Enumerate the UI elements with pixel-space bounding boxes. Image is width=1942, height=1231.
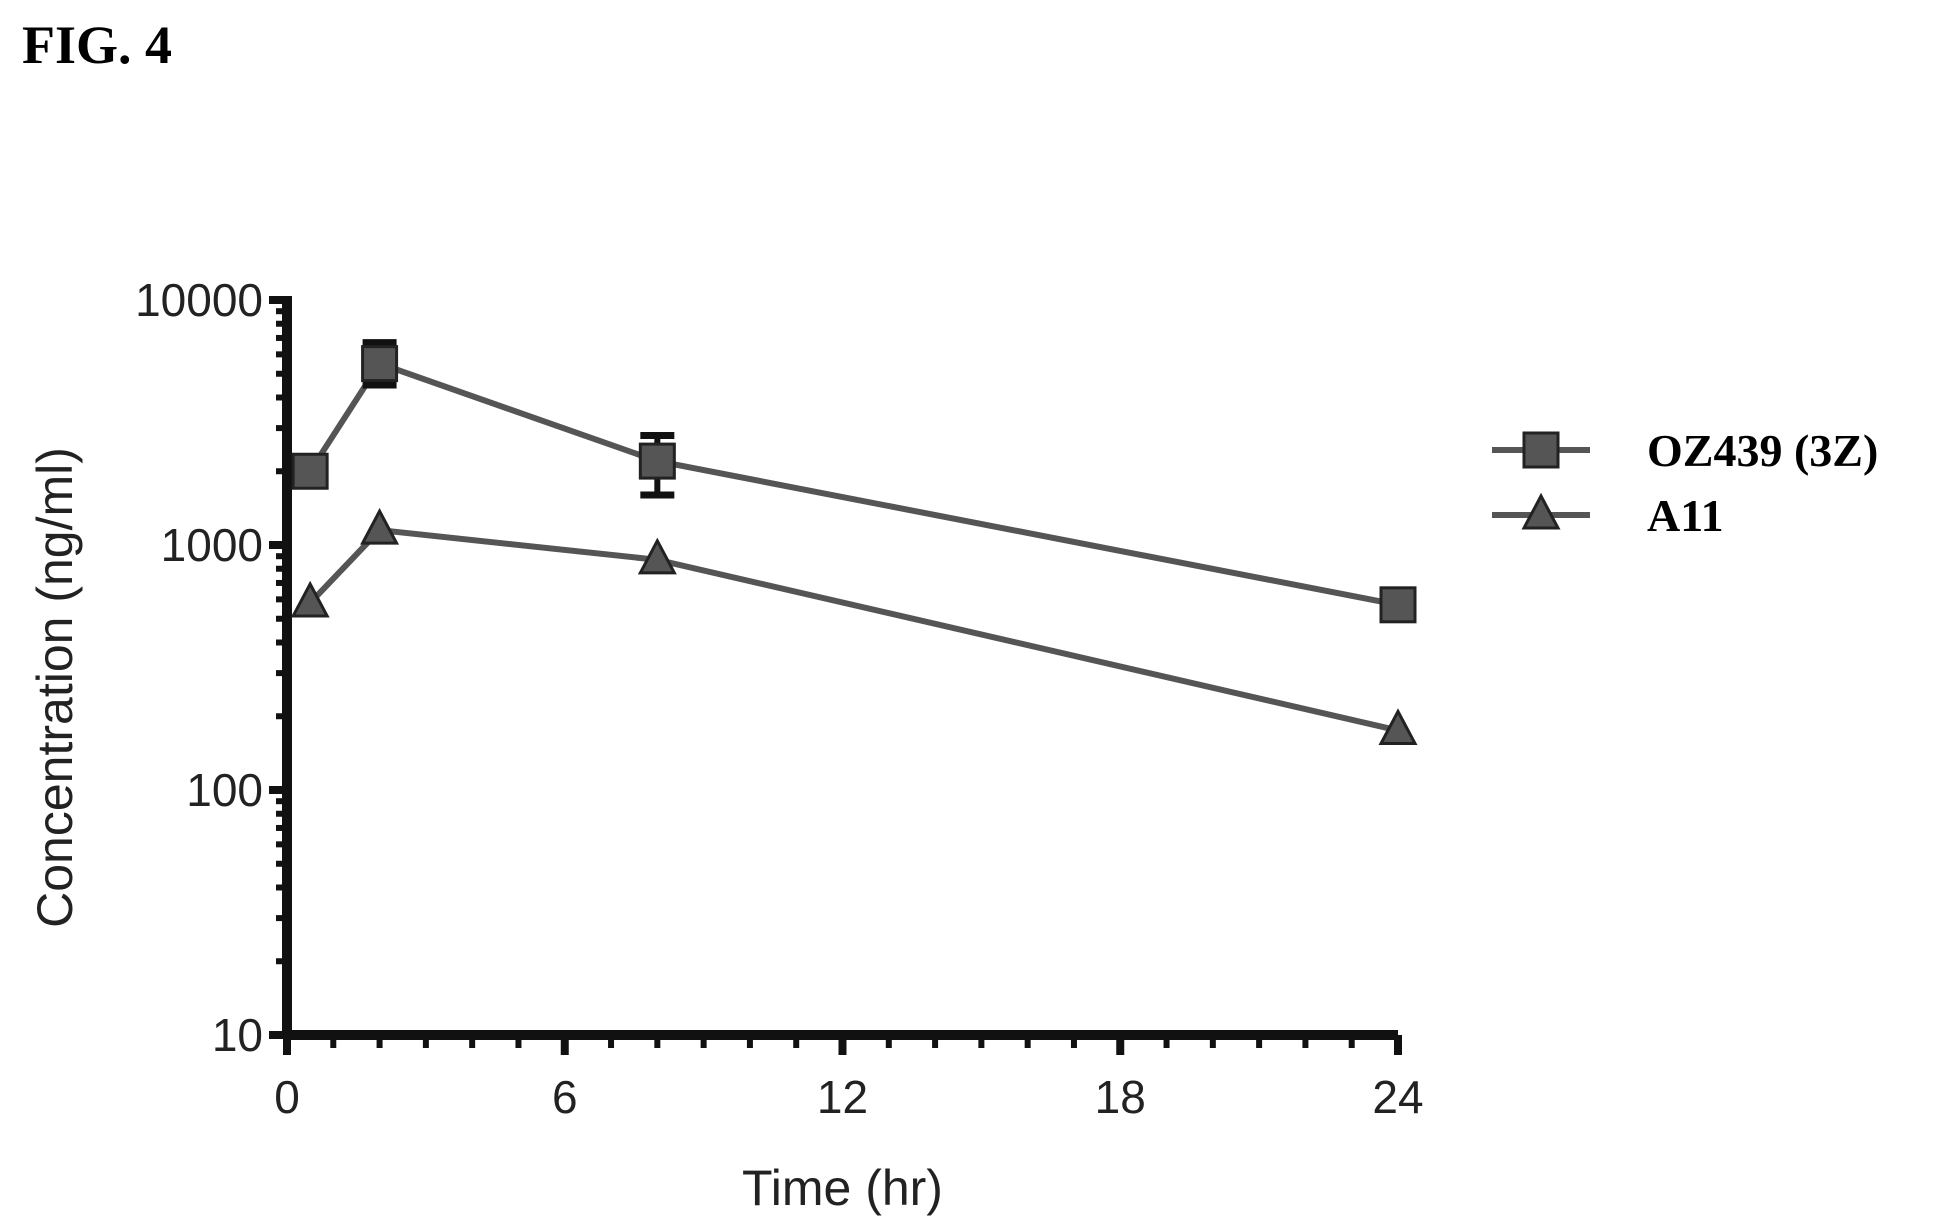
data-point	[290, 580, 330, 618]
data-point	[637, 537, 677, 575]
x-tick-label: 12	[817, 1071, 868, 1123]
x-axis-title: Time (hr)	[742, 1160, 943, 1216]
series-line	[307, 526, 1399, 734]
series-0	[291, 339, 1417, 624]
legend-marker	[1522, 431, 1560, 469]
series-line	[307, 359, 1399, 608]
y-tick-label: 10	[212, 1009, 263, 1061]
data-point	[291, 452, 329, 490]
series-layer	[290, 339, 1418, 745]
x-tick-label: 18	[1095, 1071, 1146, 1123]
axes-layer: 10 100 1000 10000 0 6 12 18 24	[135, 274, 1424, 1123]
series-1	[290, 507, 1418, 745]
y-tick-label: 10000	[135, 274, 263, 326]
legend-label: OZ439 (3Z)	[1647, 425, 1878, 476]
figure-label: FIG. 4	[22, 15, 173, 75]
labels-layer: Time (hr) Concentration (ng/ml)	[27, 447, 943, 1216]
legend: OZ439 (3Z) A11	[1492, 425, 1878, 541]
legend-marker	[1521, 492, 1561, 530]
data-point	[1379, 586, 1417, 624]
y-tick-label: 1000	[161, 519, 263, 571]
y-axis-title: Concentration (ng/ml)	[27, 447, 83, 928]
x-tick-label: 0	[274, 1071, 300, 1123]
x-tick-label: 24	[1372, 1071, 1423, 1123]
data-point	[638, 442, 676, 480]
y-tick-label: 100	[186, 764, 263, 816]
data-point	[1378, 708, 1418, 745]
x-tick-label: 6	[552, 1071, 578, 1123]
data-point	[360, 507, 400, 545]
legend-label: A11	[1647, 490, 1724, 541]
data-point	[361, 345, 399, 383]
